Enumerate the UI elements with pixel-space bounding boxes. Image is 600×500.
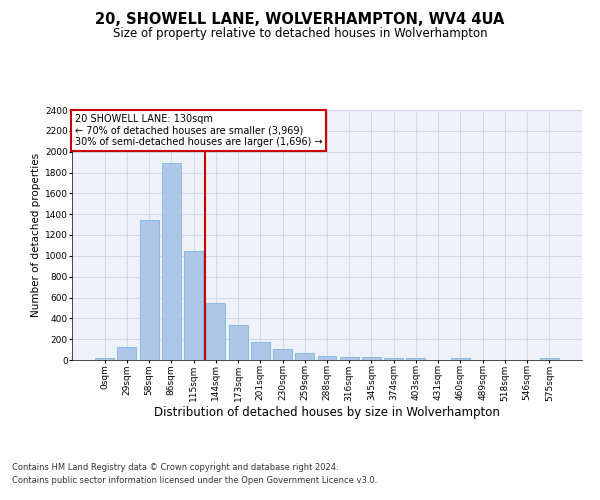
Bar bbox=[162, 163, 181, 360]
Bar bbox=[340, 357, 359, 360]
Bar bbox=[317, 356, 337, 360]
Text: Size of property relative to detached houses in Wolverhampton: Size of property relative to detached ho… bbox=[113, 28, 487, 40]
X-axis label: Distribution of detached houses by size in Wolverhampton: Distribution of detached houses by size … bbox=[154, 406, 500, 419]
Bar bbox=[384, 358, 403, 360]
Bar bbox=[273, 348, 292, 360]
Text: Contains HM Land Registry data © Crown copyright and database right 2024.: Contains HM Land Registry data © Crown c… bbox=[12, 464, 338, 472]
Bar bbox=[229, 325, 248, 360]
Text: 20, SHOWELL LANE, WOLVERHAMPTON, WV4 4UA: 20, SHOWELL LANE, WOLVERHAMPTON, WV4 4UA bbox=[95, 12, 505, 28]
Text: 20 SHOWELL LANE: 130sqm
← 70% of detached houses are smaller (3,969)
30% of semi: 20 SHOWELL LANE: 130sqm ← 70% of detache… bbox=[74, 114, 322, 147]
Bar bbox=[95, 358, 114, 360]
Bar bbox=[362, 358, 381, 360]
Bar bbox=[140, 220, 158, 360]
Bar bbox=[295, 353, 314, 360]
Bar bbox=[206, 303, 225, 360]
Bar bbox=[406, 358, 425, 360]
Bar bbox=[184, 251, 203, 360]
Y-axis label: Number of detached properties: Number of detached properties bbox=[31, 153, 41, 317]
Bar bbox=[118, 347, 136, 360]
Bar bbox=[451, 358, 470, 360]
Bar bbox=[540, 358, 559, 360]
Text: Contains public sector information licensed under the Open Government Licence v3: Contains public sector information licen… bbox=[12, 476, 377, 485]
Bar bbox=[251, 342, 270, 360]
